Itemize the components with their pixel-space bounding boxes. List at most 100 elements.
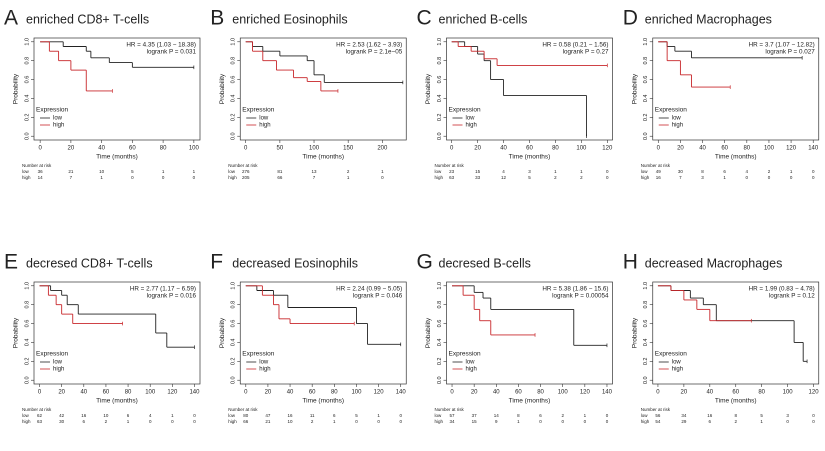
panel-letter: G	[417, 251, 433, 274]
y-tick-label: 0.0	[24, 132, 30, 140]
x-tick-label: 100	[764, 146, 775, 152]
x-axis-label: Time (months)	[509, 154, 551, 161]
risk-count: 9	[495, 419, 498, 424]
plot-frame	[239, 281, 407, 385]
risk-count: 2	[580, 175, 583, 180]
x-tick-label: 100	[783, 390, 794, 396]
risk-count: 6	[539, 413, 542, 418]
risk-count: 0	[606, 175, 609, 180]
risk-count: 0	[561, 419, 564, 424]
x-tick-label: 60	[103, 390, 110, 396]
risk-count: 1	[100, 175, 103, 180]
risk-count: 1	[377, 413, 380, 418]
risk-count: 3	[701, 175, 704, 180]
risk-count: 37	[472, 413, 478, 418]
x-tick-label: 0	[450, 390, 454, 396]
risk-count: 0	[539, 419, 542, 424]
panel-title: enriched CD8+ T-cells	[26, 12, 149, 26]
legend-title: Expression	[655, 351, 688, 358]
x-axis-label: Time (months)	[509, 398, 551, 405]
y-tick-label: 0.8	[437, 57, 443, 65]
x-tick-label: 0	[657, 146, 661, 152]
x-tick-label: 20	[681, 390, 688, 396]
risk-count: 0	[812, 169, 815, 174]
risk-count: 36	[38, 169, 44, 174]
y-tick-label: 0.2	[643, 114, 649, 122]
x-tick-label: 60	[732, 390, 739, 396]
legend-title: Expression	[655, 107, 688, 114]
x-tick-label: 40	[699, 146, 706, 152]
plot-frame	[33, 281, 201, 385]
x-tick-label: 140	[396, 390, 407, 396]
risk-row-name: low	[641, 169, 649, 174]
risk-count: 15	[475, 169, 481, 174]
risk-row-name: high	[641, 175, 650, 180]
y-tick-label: 0.2	[231, 114, 237, 122]
risk-count: 7	[70, 175, 73, 180]
risk-count: 0	[786, 419, 789, 424]
x-tick-label: 100	[145, 390, 156, 396]
risk-count: 0	[606, 419, 609, 424]
logrank-text: logrank P = 0.046	[353, 293, 403, 300]
risk-count: 66	[277, 175, 283, 180]
risk-count: 6	[709, 419, 712, 424]
risk-count: 11	[310, 413, 315, 418]
y-axis-label: Probability	[219, 317, 226, 348]
y-tick-label: 0.0	[437, 376, 443, 384]
risk-title: Number at risk	[22, 407, 52, 412]
legend-label: high	[259, 123, 270, 129]
x-tick-label: 60	[515, 390, 522, 396]
x-tick-label: 120	[602, 146, 613, 152]
x-tick-label: 40	[493, 390, 500, 396]
x-tick-label: 60	[309, 390, 316, 396]
risk-count: 34	[450, 419, 456, 424]
logrank-text: logrank P = 2.1e−05	[346, 49, 403, 56]
risk-count: 2	[554, 175, 557, 180]
x-tick-label: 0	[38, 390, 42, 396]
y-tick-label: 0.6	[24, 320, 30, 328]
panel-letter: B	[210, 7, 224, 30]
risk-count: 81	[277, 169, 283, 174]
risk-count: 21	[68, 169, 74, 174]
x-tick-label: 120	[786, 146, 797, 152]
x-tick-label: 80	[552, 146, 559, 152]
y-tick-label: 1.0	[231, 282, 237, 290]
risk-count: 5	[355, 413, 358, 418]
plot-frame	[33, 37, 201, 141]
y-tick-label: 1.0	[231, 38, 237, 46]
x-tick-label: 40	[500, 146, 507, 152]
legend-label: low	[672, 360, 682, 366]
risk-count: 1	[760, 419, 763, 424]
y-tick-label: 0.0	[24, 376, 30, 384]
risk-count: 5	[528, 175, 531, 180]
legend-label: low	[53, 116, 63, 122]
x-axis-label: Time (months)	[715, 398, 757, 405]
risk-count: 23	[449, 169, 455, 174]
y-axis-label: Probability	[219, 73, 226, 104]
hr-text: HR = 5.38 (1.86 − 15.6)	[542, 286, 608, 293]
risk-row-name: low	[641, 413, 649, 418]
y-tick-label: 1.0	[643, 38, 649, 46]
risk-count: 30	[678, 169, 684, 174]
risk-count: 1	[790, 169, 793, 174]
panel-title: enriched B-cells	[439, 12, 528, 26]
x-axis-label: Time (months)	[302, 398, 344, 405]
y-tick-label: 0.4	[231, 95, 237, 103]
risk-row-name: low	[22, 413, 30, 418]
panel-letter: F	[210, 251, 223, 274]
hr-text: HR = 1.99 (0.83 − 4.78)	[749, 286, 815, 293]
y-tick-label: 0.0	[643, 132, 649, 140]
y-tick-label: 0.2	[24, 358, 30, 366]
risk-row-name: high	[641, 419, 650, 424]
legend-label: low	[466, 360, 476, 366]
risk-count: 10	[288, 419, 294, 424]
risk-title: Number at risk	[228, 163, 258, 168]
y-tick-label: 0.0	[437, 132, 443, 140]
hr-text: HR = 2.24 (0.99 − 5.05)	[336, 286, 402, 293]
risk-count: 63	[37, 419, 43, 424]
y-tick-label: 0.6	[437, 320, 443, 328]
risk-count: 14	[494, 413, 500, 418]
legend-label: high	[466, 123, 477, 129]
logrank-text: logrank P = 0.12	[769, 293, 815, 300]
risk-count: 15	[472, 419, 478, 424]
